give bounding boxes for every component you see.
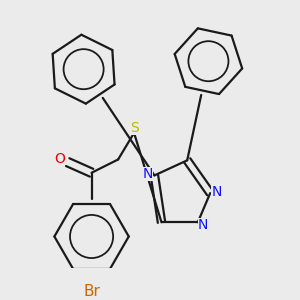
Text: Br: Br xyxy=(83,284,100,299)
Text: N: N xyxy=(142,167,153,181)
Text: N: N xyxy=(212,185,222,199)
Text: N: N xyxy=(198,218,208,232)
Text: S: S xyxy=(130,121,138,135)
Text: O: O xyxy=(54,152,65,167)
